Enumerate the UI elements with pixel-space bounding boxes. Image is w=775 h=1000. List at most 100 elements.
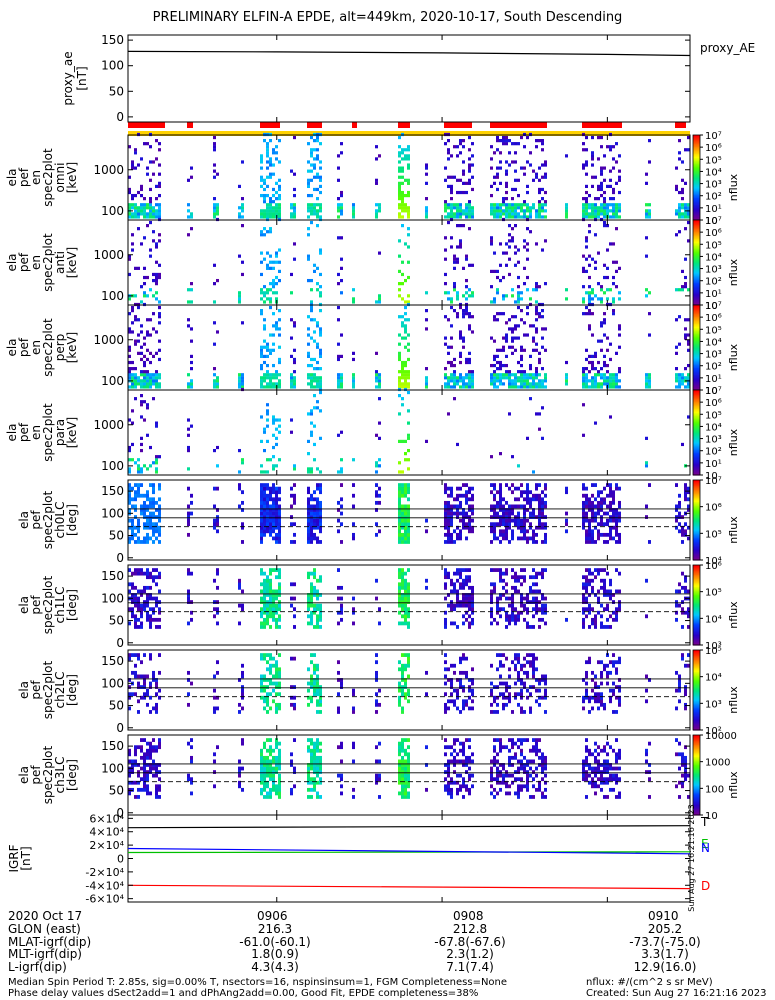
spectrogram-cell bbox=[375, 710, 378, 714]
spectrogram-cell bbox=[465, 656, 468, 661]
spectrogram-cell bbox=[269, 678, 272, 682]
spectrogram-cell bbox=[134, 376, 137, 380]
spectrogram-cell bbox=[523, 379, 526, 383]
spectrogram-cell bbox=[278, 206, 281, 210]
spectrogram-cell bbox=[535, 145, 538, 149]
spectrogram-cell bbox=[606, 184, 609, 189]
spectrogram-cell bbox=[128, 254, 131, 258]
spectrogram-cell bbox=[152, 239, 155, 243]
spectrogram-cell bbox=[131, 163, 134, 167]
spectrogram-cell bbox=[465, 385, 468, 389]
spectrogram-cell bbox=[425, 585, 428, 590]
spectrogram-cell bbox=[493, 385, 496, 389]
spectrogram-cell bbox=[278, 212, 281, 216]
spectrogram-cell bbox=[137, 464, 140, 468]
spectrogram-cell bbox=[505, 522, 508, 527]
spectrogram-cell bbox=[459, 178, 462, 182]
spectrogram-cell bbox=[337, 500, 340, 505]
spectrogram-cell bbox=[290, 169, 293, 173]
spectrogram-cell bbox=[146, 603, 149, 608]
spectrogram-cell bbox=[425, 181, 428, 185]
spectrogram-cell bbox=[675, 166, 678, 170]
colorbar-segment bbox=[693, 241, 700, 244]
colorbar-segment bbox=[693, 314, 700, 317]
spectrogram-cell bbox=[508, 379, 511, 383]
spectrogram-cell bbox=[514, 621, 517, 626]
spectrogram-cell bbox=[468, 212, 471, 216]
spectrogram-cell bbox=[146, 702, 149, 707]
spectrogram-cell bbox=[134, 568, 137, 572]
spectrogram-cell bbox=[272, 656, 275, 661]
spectrogram-cell bbox=[152, 578, 155, 583]
spectrogram-cell bbox=[544, 373, 547, 377]
spectrogram-cell bbox=[190, 360, 193, 365]
spectrogram-cell bbox=[681, 285, 684, 289]
spectrogram-cell bbox=[407, 357, 410, 362]
spectrogram-cell bbox=[404, 490, 407, 495]
spectrogram-cell bbox=[517, 660, 520, 665]
spectrogram-cell bbox=[456, 571, 459, 576]
colorbar-segment bbox=[693, 633, 700, 635]
spectrogram-cell bbox=[378, 486, 381, 491]
spectrogram-cell bbox=[529, 151, 532, 155]
spectrogram-cell bbox=[465, 483, 468, 487]
spectrogram-cell bbox=[499, 568, 502, 572]
spectrogram-cell bbox=[517, 193, 520, 198]
spectrogram-cell bbox=[606, 593, 609, 597]
spectrogram-cell bbox=[152, 504, 155, 509]
spectrogram-cell bbox=[456, 508, 459, 512]
spectrogram-cell bbox=[588, 285, 591, 289]
spectrogram-cell bbox=[216, 508, 219, 512]
spectrogram-cell bbox=[462, 181, 465, 185]
spectrogram-cell bbox=[514, 315, 517, 319]
spectrogram-cell bbox=[465, 596, 468, 601]
spectrogram-cell bbox=[523, 532, 526, 537]
spectrogram-cell bbox=[520, 688, 523, 693]
spectrogram-cell bbox=[278, 685, 281, 689]
spectrogram-cell bbox=[313, 571, 316, 576]
spectrogram-cell bbox=[612, 617, 615, 622]
colorbar-segment bbox=[693, 303, 700, 306]
spectrogram-cell bbox=[459, 333, 462, 337]
spectrogram-cell bbox=[468, 382, 471, 386]
spectrogram-cell bbox=[269, 578, 272, 583]
spectrogram-cell bbox=[316, 187, 319, 192]
spectrogram-cell bbox=[340, 540, 343, 544]
spectrogram-cell bbox=[260, 607, 263, 612]
spectrogram-cell bbox=[375, 678, 378, 682]
spectrogram-cell bbox=[456, 486, 459, 491]
spectrogram-cell bbox=[615, 508, 618, 512]
spectrogram-cell bbox=[585, 367, 588, 371]
spectrogram-cell bbox=[535, 600, 538, 604]
spectrogram-cell bbox=[520, 493, 523, 498]
colorbar-segment bbox=[693, 727, 700, 730]
spectrogram-cell bbox=[585, 681, 588, 686]
spectrogram-cell bbox=[134, 397, 137, 401]
spectrogram-cell bbox=[532, 324, 535, 328]
colorbar-tick-label: 10⁴ bbox=[705, 167, 722, 178]
spectrogram-cell bbox=[146, 333, 149, 337]
spectrogram-cell bbox=[238, 206, 241, 210]
spectrogram-cell bbox=[401, 532, 404, 537]
spectrogram-cell bbox=[134, 490, 137, 495]
spectrogram-cell bbox=[496, 275, 499, 280]
spectrogram-cell bbox=[404, 360, 407, 365]
spectrogram-cell bbox=[529, 490, 532, 495]
spectrogram-cell bbox=[149, 525, 152, 530]
spectrogram-cell bbox=[465, 215, 468, 219]
spectrogram-cell bbox=[526, 497, 529, 502]
spectrogram-cell bbox=[496, 206, 499, 210]
spectrogram-cell bbox=[407, 154, 410, 158]
spectrogram-cell bbox=[137, 486, 140, 491]
spectrogram-cell bbox=[496, 536, 499, 541]
spectrogram-cell bbox=[511, 294, 514, 298]
spectrogram-cell bbox=[538, 373, 541, 377]
spectrogram-cell bbox=[468, 178, 471, 182]
spectrogram-cell bbox=[313, 373, 316, 377]
spectrogram-cell bbox=[137, 266, 140, 270]
spectrogram-cell bbox=[615, 385, 618, 389]
spectrogram-cell bbox=[290, 418, 293, 422]
spectrogram-cell bbox=[313, 379, 316, 383]
spectrogram-cell bbox=[523, 333, 526, 337]
spectrogram-cell bbox=[146, 215, 149, 219]
